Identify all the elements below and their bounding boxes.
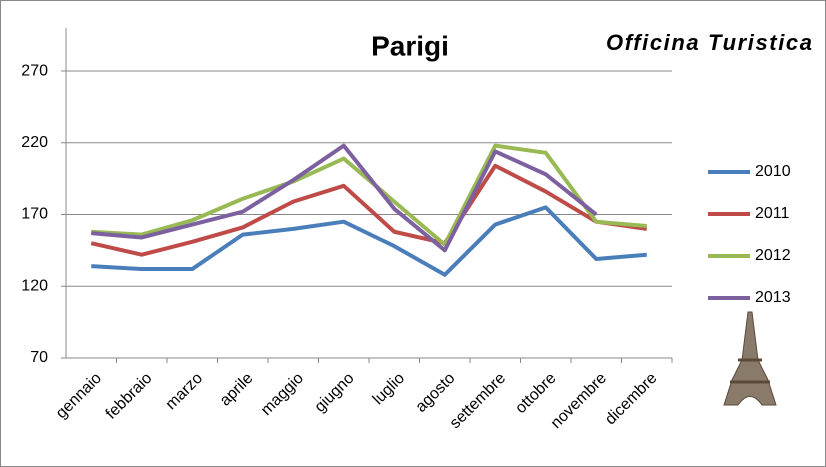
legend-label: 2011 xyxy=(755,205,790,222)
y-tick-label: 220 xyxy=(21,134,48,151)
legend-label: 2012 xyxy=(755,247,791,264)
chart-title: Parigi xyxy=(371,30,449,61)
series-line xyxy=(90,163,648,257)
y-tick-label: 120 xyxy=(21,277,48,294)
logo: Officina Turistica xyxy=(606,30,812,55)
eiffel-tower xyxy=(723,311,777,406)
y-tick-label: 70 xyxy=(30,349,48,366)
legend-label: 2010 xyxy=(755,163,791,180)
series-line xyxy=(91,205,647,277)
legend-label: 2013 xyxy=(755,289,791,306)
y-tick-label: 270 xyxy=(21,62,48,79)
y-tick-label: 170 xyxy=(21,206,48,223)
series-line xyxy=(91,143,598,253)
